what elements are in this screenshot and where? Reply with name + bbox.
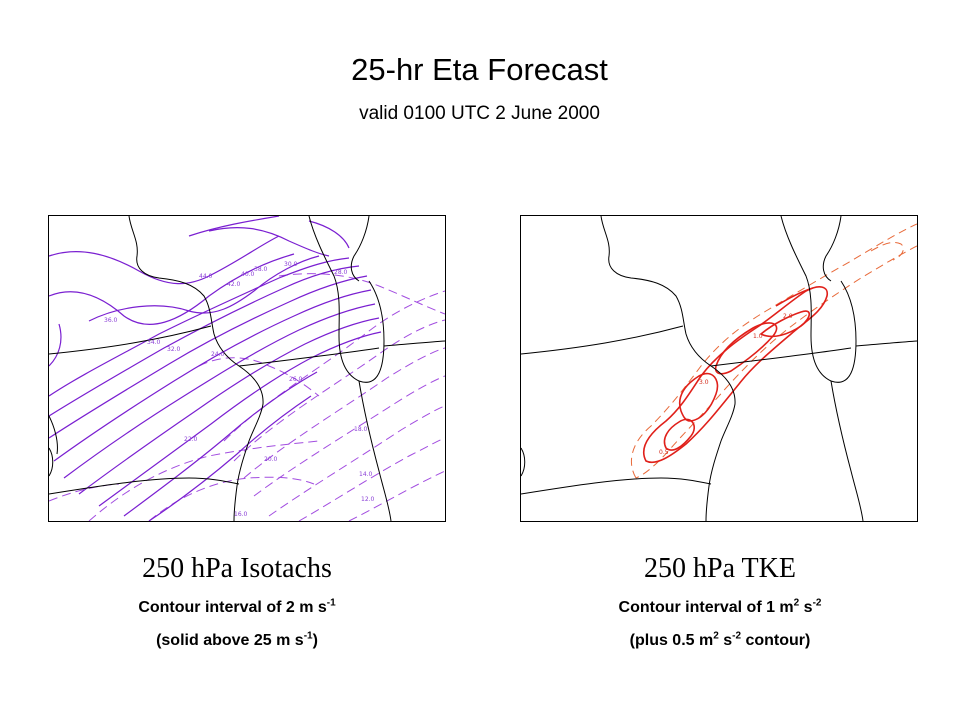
contour-label: 1.0: [753, 333, 763, 340]
contour-label: 20.0: [264, 456, 278, 463]
contour-label: 22.0: [184, 436, 198, 443]
left-interval-text: Contour interval of 2 m s: [138, 599, 327, 616]
contour-label: 16.0: [234, 511, 248, 518]
tke-dashed-contours: [630, 223, 917, 479]
right-interval-text: Contour interval of 1 m: [618, 599, 794, 616]
contour-label: 0.5: [659, 449, 669, 456]
contour-label: 28.0: [334, 269, 348, 276]
tke-solid-contours: [642, 286, 829, 463]
page-title: 25-hr Eta Forecast: [351, 52, 608, 87]
tke-contour-labels: 1.0 2.0 3.0 0.5: [659, 313, 793, 456]
left-note-text: (solid above 25 m s: [156, 632, 304, 649]
right-note-text: (plus 0.5 m: [629, 632, 714, 649]
contour-label: 24.0: [211, 351, 225, 358]
right-contour-interval: Contour interval of 1 m2 s-2: [522, 597, 918, 617]
right-note-exponent-2: -2: [732, 630, 742, 642]
contour-label: 3.0: [699, 379, 709, 386]
contour-label: 36.0: [104, 317, 118, 324]
left-interval-exponent: -1: [326, 597, 336, 609]
right-contour-note: (plus 0.5 m2 s-2 contour): [522, 630, 918, 650]
contour-label: 2.0: [783, 313, 793, 320]
map-boundaries: [49, 216, 445, 521]
contour-label: 12.0: [361, 496, 375, 503]
isotach-map-panel: 44.0 42.0 40.0 38.0 36.0 34.0 32.0 30.0 …: [48, 215, 446, 522]
isotach-contour-labels: 44.0 42.0 40.0 38.0 36.0 34.0 32.0 30.0 …: [104, 261, 375, 518]
contour-label: 34.0: [147, 339, 161, 346]
contour-label: 40.0: [241, 271, 255, 278]
contour-label: 38.0: [254, 266, 268, 273]
right-panel-title: 250 hPa TKE: [644, 553, 796, 584]
contour-label: 30.0: [284, 261, 298, 268]
left-contour-interval: Contour interval of 2 m s-1: [39, 597, 435, 617]
left-panel-title: 250 hPa Isotachs: [142, 553, 332, 584]
contour-label: 26.0: [289, 376, 303, 383]
tke-map-panel: 1.0 2.0 3.0 0.5: [520, 215, 918, 522]
contour-label: 14.0: [359, 471, 373, 478]
contour-label: 18.0: [354, 426, 368, 433]
map-boundaries: [521, 216, 917, 521]
right-note-exponent-1: 2: [713, 630, 719, 642]
isotach-solid-contours: [49, 216, 382, 521]
right-note-mid: s: [718, 632, 733, 649]
right-interval-exponent-2: -2: [812, 597, 822, 609]
contour-label: 42.0: [227, 281, 241, 288]
left-note-suffix: ): [312, 632, 318, 649]
contour-label: 44.0: [199, 273, 213, 280]
right-interval-exponent-1: 2: [793, 597, 800, 609]
left-contour-note: (solid above 25 m s-1): [39, 630, 435, 650]
left-note-exponent: -1: [303, 630, 313, 642]
right-interval-mid: s: [799, 599, 813, 616]
isotach-map: 44.0 42.0 40.0 38.0 36.0 34.0 32.0 30.0 …: [49, 216, 445, 521]
page-subtitle: valid 0100 UTC 2 June 2000: [359, 103, 600, 124]
contour-label: 32.0: [167, 346, 181, 353]
right-note-suffix: contour): [741, 632, 811, 649]
tke-map: 1.0 2.0 3.0 0.5: [521, 216, 917, 521]
